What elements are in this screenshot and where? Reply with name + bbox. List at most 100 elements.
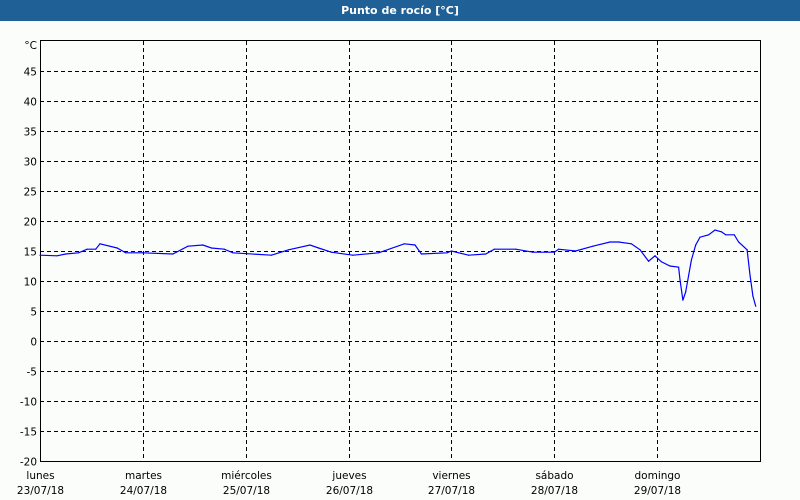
data-point (707, 234, 710, 236)
y-tick-label: 25 (24, 187, 37, 199)
data-point (414, 244, 416, 246)
data-point (677, 266, 680, 268)
data-point (699, 236, 701, 238)
data-point (685, 291, 687, 293)
x-tick-date: 29/07/18 (634, 485, 681, 497)
y-tick-label: 10 (24, 277, 37, 289)
x-tick-day: miércoles (221, 470, 272, 482)
data-point (125, 252, 127, 254)
data-point (609, 241, 611, 243)
data-point (95, 248, 97, 250)
data-point (532, 251, 534, 253)
data-point (420, 253, 423, 255)
data-point (116, 247, 118, 249)
data-point (690, 259, 693, 261)
chart-title-bar: Punto de rocío [°C] (0, 0, 800, 21)
x-tick-day: lunes (26, 470, 54, 482)
data-point (669, 265, 671, 267)
data-point (592, 245, 594, 247)
y-tick-label: 30 (24, 157, 37, 169)
data-point (232, 252, 234, 254)
data-point (695, 244, 697, 246)
data-point (682, 299, 684, 301)
grid (40, 41, 760, 461)
dew-point-line (39, 229, 757, 307)
data-point (450, 250, 453, 252)
data-point (714, 229, 716, 231)
data-point (317, 247, 320, 249)
y-tick-label: 35 (24, 127, 37, 139)
y-tick-label: 20 (24, 217, 37, 229)
data-point (223, 248, 225, 250)
data-point (679, 279, 681, 281)
data-point (172, 253, 174, 255)
data-point (746, 249, 748, 251)
y-tick-label: -5 (27, 367, 37, 379)
data-point (403, 243, 405, 245)
y-axis-unit: °C (24, 40, 37, 52)
data-point (86, 248, 88, 250)
x-tick-day: sábado (535, 470, 573, 482)
data-point (654, 255, 656, 257)
y-tick-labels: 45 40 35 30 25 20 15 10 5 0 -5 -10 -15 -20 (20, 67, 37, 469)
y-tick-label: 15 (24, 247, 37, 259)
data-point (485, 253, 487, 255)
data-point (377, 252, 380, 254)
data-point (720, 231, 723, 233)
data-point (142, 252, 144, 254)
data-point (330, 251, 333, 253)
data-point (617, 241, 620, 243)
data-point (352, 254, 354, 256)
x-tick-labels: lunes 23/07/18 martes 24/07/18 miércoles 25/0… (17, 470, 681, 497)
y-tick-label: 5 (30, 307, 37, 319)
series-layer (39, 229, 757, 307)
data-point (630, 243, 633, 245)
data-point (467, 254, 470, 256)
x-tick-date: 28/07/18 (531, 485, 578, 497)
x-tick-day: jueves (331, 470, 366, 482)
data-point (99, 243, 101, 245)
data-point (639, 249, 641, 251)
y-tick-label: 45 (24, 67, 37, 79)
data-point (752, 295, 754, 297)
data-point (575, 250, 577, 252)
data-point (749, 274, 751, 276)
data-point (65, 253, 67, 255)
data-point (187, 245, 189, 247)
x-tick-date: 25/07/18 (223, 485, 270, 497)
data-point (446, 252, 448, 254)
x-tick-day: martes (125, 470, 162, 482)
x-tick-date: 26/07/18 (326, 485, 373, 497)
x-tick-date: 23/07/18 (17, 485, 64, 497)
data-point (553, 251, 555, 253)
x-tick-date: 24/07/18 (120, 485, 167, 497)
data-point (737, 241, 740, 243)
x-tick-date: 27/07/18 (428, 485, 475, 497)
data-point (309, 244, 311, 246)
data-point (287, 249, 290, 251)
data-point (660, 261, 663, 263)
data-point (647, 260, 650, 262)
data-point (210, 247, 213, 249)
data-point (515, 248, 517, 250)
x-tick-day: domingo (635, 470, 681, 482)
plot-frame (40, 40, 761, 462)
y-tick-label: -15 (20, 427, 37, 439)
y-tick-label: -10 (20, 397, 37, 409)
y-tick-label: 40 (24, 97, 37, 109)
data-point (725, 234, 727, 236)
data-point (557, 248, 560, 250)
data-point (202, 244, 204, 246)
data-point (77, 252, 80, 254)
data-point (733, 234, 735, 236)
y-tick-label: 0 (30, 337, 37, 349)
chart-title: Punto de rocío [°C] (341, 4, 459, 17)
data-point (39, 254, 41, 256)
data-point (493, 248, 495, 250)
data-point (755, 305, 757, 307)
y-tick-label: -20 (20, 457, 37, 469)
x-tick-day: viernes (432, 470, 470, 482)
data-point (56, 255, 58, 257)
data-point (270, 254, 273, 256)
